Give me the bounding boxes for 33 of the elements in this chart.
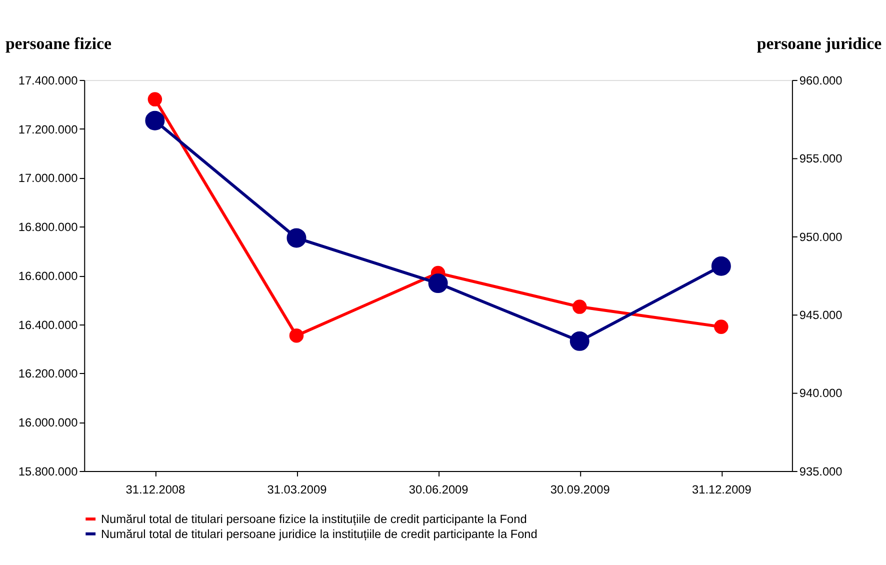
point	[289, 328, 304, 343]
y-axis-title: persoane fizice	[5, 34, 112, 53]
x-tick-label: 30.06.2009	[408, 482, 469, 496]
legend-label: Numărul total de titulari persoane fizice la instituțiile de credit participante la Fond	[100, 512, 527, 526]
y-tick-label: 17.200.000	[18, 122, 78, 136]
y2-tick-label: 935.000	[799, 464, 843, 478]
y2-tick-label: 950.000	[799, 230, 843, 244]
y-tick-label: 17.400.000	[18, 73, 78, 88]
point	[570, 331, 590, 351]
point	[572, 300, 587, 314]
point	[286, 228, 306, 248]
y2-tick-label: 955.000	[799, 152, 843, 166]
point	[714, 320, 728, 334]
point	[145, 110, 165, 130]
y-tick-label: 15.800.000	[18, 464, 78, 478]
y2-tick-label: 940.000	[799, 386, 843, 400]
y-tick-label: 16.000.000	[18, 416, 78, 430]
y2-tick-label: 960.000	[799, 73, 843, 88]
point	[428, 274, 448, 294]
point	[148, 92, 162, 106]
y-tick-label: 16.600.000	[18, 268, 78, 283]
legend-label: Numărul total de titulari persoane juridice la instituțiile de credit participante la Fond	[100, 526, 538, 541]
y2-tick-label: 945.000	[799, 308, 843, 322]
x-tick-label: 30.09.2009	[550, 482, 610, 496]
x-tick-label: 31.12.2008	[126, 482, 186, 496]
x-tick-label: 31.12.2009	[692, 482, 752, 496]
y-tick-label: 16.400.000	[18, 318, 78, 332]
y2-axis-title: persoane juridice	[756, 34, 882, 53]
y-tick-label: 16.800.000	[18, 220, 78, 234]
point	[711, 256, 731, 276]
x-tick-label: 31.03.2009	[267, 482, 328, 496]
y-tick-label: 16.200.000	[18, 366, 78, 381]
y-tick-label: 17.000.000	[18, 171, 78, 186]
